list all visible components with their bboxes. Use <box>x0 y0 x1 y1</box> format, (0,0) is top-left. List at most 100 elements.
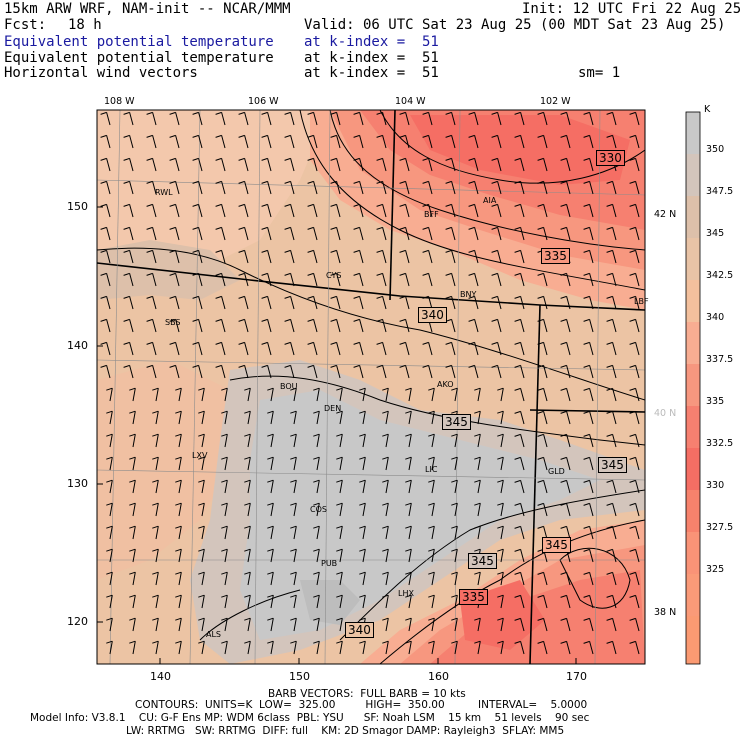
wind-barb-flag <box>192 134 199 138</box>
wind-barb-shaft <box>385 595 389 609</box>
wind-barb-shaft <box>451 204 456 218</box>
wind-barb-flag <box>146 318 153 322</box>
wind-barb-shaft <box>293 434 297 448</box>
wind-barb-shaft <box>382 135 387 149</box>
wind-barb-flag <box>422 249 429 253</box>
wind-barb-flag <box>606 295 613 299</box>
wind-barb-flag <box>491 180 498 184</box>
wind-barb-flag <box>192 249 199 253</box>
wind-barb-shaft <box>359 342 364 356</box>
wind-barb-flag <box>175 548 182 552</box>
wind-barb-flag <box>336 594 343 598</box>
wind-barb-shaft <box>175 365 180 379</box>
wind-barb-flag <box>583 111 590 115</box>
wind-barb-flag <box>267 456 274 460</box>
wind-barb-shaft <box>316 595 320 609</box>
wind-barb-shaft <box>336 250 341 264</box>
wind-barb-shaft <box>247 503 251 517</box>
wind-barb-flag <box>169 180 176 184</box>
wind-barb-flag <box>192 226 199 230</box>
wind-barb-shaft <box>290 365 295 379</box>
wind-barb-flag <box>169 157 176 161</box>
wind-barb-flag <box>537 410 544 414</box>
wind-barb-flag <box>491 249 498 253</box>
wind-barb-flag <box>583 134 590 138</box>
wind-barb-flag <box>606 134 613 138</box>
wind-barb-shaft <box>520 618 525 632</box>
wind-barb-shaft <box>106 342 111 356</box>
wind-barb-flag <box>175 594 182 598</box>
wind-barb-shaft <box>589 618 594 632</box>
wind-barb-flag <box>606 640 613 644</box>
wind-barb-flag <box>129 640 136 644</box>
wind-barb-shaft <box>566 158 571 172</box>
wind-barb-shaft <box>152 135 157 149</box>
wind-barb-flag <box>445 341 452 345</box>
wind-barb-flag <box>497 456 504 460</box>
wind-barb-flag <box>537 433 544 437</box>
wind-barb-shaft <box>155 434 159 448</box>
wind-barb-flag <box>359 594 366 598</box>
model-info: Model Info: V3.8.1 CU: G-F Ens MP: WDM 6… <box>30 712 590 724</box>
wind-barb-flag <box>468 341 475 345</box>
wind-barb-shaft <box>635 158 640 172</box>
wind-barb-shaft <box>543 618 548 632</box>
wind-barb-shaft <box>431 480 435 494</box>
wind-barb-shaft <box>290 181 295 195</box>
wind-barb-flag <box>474 456 481 460</box>
field3-name: Horizontal wind vectors <box>4 65 198 81</box>
wind-barb-shaft <box>612 135 617 149</box>
wind-barb-shaft <box>405 296 410 310</box>
wind-barb-shaft <box>106 158 111 172</box>
wind-barb-shaft <box>543 411 548 425</box>
wind-barb-shaft <box>635 572 640 586</box>
wind-barb-shaft <box>451 181 456 195</box>
wind-barb-shaft <box>612 480 617 494</box>
wind-barb-shaft <box>543 135 548 149</box>
wind-barb-shaft <box>385 526 389 540</box>
wind-barb-shaft <box>382 319 387 333</box>
wind-barb-flag <box>106 640 113 644</box>
wind-barb-flag <box>491 111 498 115</box>
wind-barb-flag <box>474 433 481 437</box>
wind-barb-shaft <box>612 181 617 195</box>
wind-barb-flag <box>169 111 176 115</box>
wind-barb-flag <box>497 525 504 529</box>
wind-barb-shaft <box>224 641 228 655</box>
wind-barb-flag <box>428 410 435 414</box>
x-tick-170: 170 <box>566 670 587 683</box>
wind-barb-shaft <box>635 595 640 609</box>
wind-barb-shaft <box>497 204 502 218</box>
wind-barb-flag <box>629 272 636 276</box>
wind-barb-shaft <box>382 342 387 356</box>
wind-barb-flag <box>307 249 314 253</box>
wind-barb-flag <box>129 525 136 529</box>
lon-label-104w: 104 W <box>395 96 426 107</box>
wind-barb-shaft <box>477 572 481 586</box>
wind-barb-flag <box>606 433 613 437</box>
wind-barb-shaft <box>477 503 481 517</box>
wind-barb-shaft <box>336 135 341 149</box>
wind-barb-shaft <box>382 273 387 287</box>
wind-barb-shaft <box>431 595 435 609</box>
wind-barb-flag <box>428 640 435 644</box>
field2-name: Equivalent potential temperature <box>4 50 274 66</box>
wind-barb-shaft <box>589 365 594 379</box>
wind-barb-flag <box>146 203 153 207</box>
wind-barb-flag <box>261 341 268 345</box>
wind-barb-shaft <box>635 181 640 195</box>
wind-barb-flag <box>106 433 113 437</box>
wind-barb-shaft <box>454 549 458 563</box>
wind-barb-shaft <box>106 204 111 218</box>
wind-barb-shaft <box>221 250 226 264</box>
wind-barb-flag <box>583 525 590 529</box>
wind-barb-shaft <box>293 595 297 609</box>
wind-barb-shaft <box>405 112 410 126</box>
wind-barb-flag <box>514 111 521 115</box>
wind-barb-shaft <box>201 434 205 448</box>
wind-barb-flag <box>215 134 222 138</box>
station-pub: PUB <box>321 559 338 568</box>
wind-barb-shaft <box>500 388 504 402</box>
wind-barb-shaft <box>543 641 548 655</box>
wind-barb-shaft <box>316 388 320 402</box>
